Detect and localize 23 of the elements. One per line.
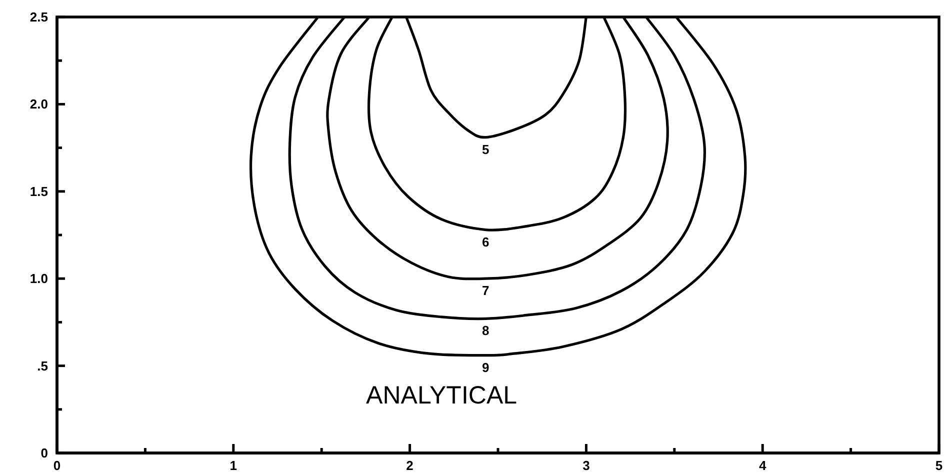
x-tick-label: 5 [935, 458, 943, 473]
series-label: 6 [482, 234, 490, 250]
series-label: 7 [482, 283, 490, 298]
line-series [288, 17, 706, 320]
x-tick-label: 3 [582, 458, 590, 473]
x-tick-label: 2 [406, 458, 414, 473]
y-tick-label: 1.0 [30, 271, 48, 286]
annotation: ANALYTICAL [366, 381, 518, 410]
series-label: 9 [482, 360, 490, 375]
line-series [326, 17, 669, 280]
y-tick-label: 1.5 [30, 184, 48, 199]
y-tick-label: .5 [37, 358, 48, 374]
line-series [404, 17, 588, 139]
line-series [367, 17, 627, 232]
x-tick-label: 4 [758, 458, 767, 473]
x-tick-label: 0 [53, 458, 61, 473]
y-tick-label: 2.5 [30, 10, 48, 24]
x-tick-label: 1 [230, 458, 238, 473]
series-label: 8 [482, 323, 490, 338]
y-tick-label: 2.0 [30, 96, 48, 112]
y-tick-label: 0 [40, 446, 48, 460]
series-label: 5 [482, 142, 490, 157]
line-series [250, 17, 747, 357]
